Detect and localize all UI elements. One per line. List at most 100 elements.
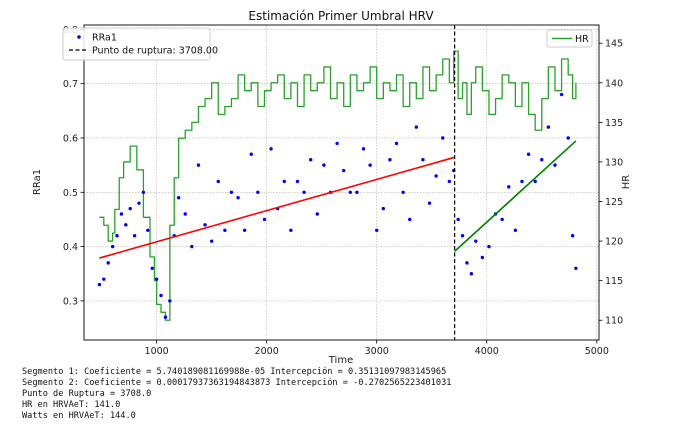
legend-left-box [62,27,211,61]
rra1-point [256,190,260,194]
note-segment-2: Segmento 2: Coeficiente = 0.000179373631… [22,377,452,388]
rra1-point [348,190,353,194]
rra1-point [408,217,412,222]
y2-axis-label: HR [621,175,632,190]
rra1-point [414,125,419,129]
rra1-point [427,201,432,205]
rra1-point [110,244,115,249]
rra1-point [447,179,452,184]
rra1-point [507,185,511,189]
rra1-point [124,223,128,227]
rra1-point [526,152,531,156]
x-tick-label: 2000 [255,346,279,357]
rra1-point [342,168,346,173]
rra1-point [469,272,474,276]
rra1-point [460,234,465,238]
rra1-point [421,157,425,162]
rra1-point [269,147,273,151]
note-breakpoint: Punto de Ruptura = 3708.0 [22,388,152,399]
rra1-point [381,206,386,211]
rra1-point [355,190,359,194]
hrv-threshold-chart: 100020003000400050000.30.40.50.60.70.811… [0,0,690,366]
x-axis-label: Time [328,355,353,366]
rra1-point [375,228,379,232]
rra1-point [335,141,339,146]
rra1-point [566,136,570,140]
tick-layer: 100020003000400050000.30.40.50.60.70.811… [63,25,623,357]
rra1-point [282,179,286,184]
y2-tick-label: 115 [605,276,623,287]
y2-tick-label: 145 [605,39,623,50]
rra1-point [474,239,478,243]
rra1-point [388,157,392,162]
note-watts: Watts en HRVAeT: 144.0 [22,410,136,421]
rra1-point [553,163,557,167]
x-tick-label: 1000 [145,346,169,357]
y-tick-label: 0.4 [63,242,78,253]
rra1-point [308,157,313,162]
y-tick-label: 0.7 [63,79,78,90]
rra1-point [150,266,154,271]
legend-left: RRa1 Punto de ruptura: 3708.00 [62,27,218,61]
segment-1-line [99,156,455,259]
rra1-point [141,190,146,194]
rra1-point [513,228,518,232]
note-hr: HR en HRVAeT: 141.0 [22,399,121,410]
rra1-point [242,228,247,232]
rra1-point [361,147,366,151]
hr-series-layer [99,50,577,321]
legend-breakpoint-label: Punto de ruptura: 3708.00 [92,46,218,57]
y2-tick-label: 110 [605,316,623,327]
rra1-point [168,299,172,303]
rra1-point [500,217,504,222]
rra1-point [434,174,438,178]
rra1-point [456,217,460,222]
y-axis-label: RRa1 [32,169,43,195]
rra1-point [262,217,267,222]
rra1-point [520,179,524,184]
figure-background [0,0,690,366]
rra1-point [137,201,141,205]
rra1-point [183,212,187,216]
segment-2-line [454,140,577,252]
x-tick-label: 5000 [585,346,609,357]
rra1-point [559,92,564,97]
rra1-point [128,206,132,211]
y2-tick-label: 135 [605,118,623,129]
y-tick-label: 0.3 [63,296,78,307]
rra1-point [315,212,319,216]
rra1-point [106,261,110,265]
rra1-point [570,234,575,238]
rra1-point [97,282,102,287]
legend-hr-label: HR [575,34,589,45]
rra1-point [574,266,578,271]
legend-rra1-marker [77,35,81,39]
rra1-point [546,125,551,129]
rra1-point [480,255,485,260]
rra1-point [163,315,168,319]
rra1-point [533,179,537,184]
fit-lines-layer [99,25,577,340]
rra1-point [102,277,106,281]
rra1-point [115,234,119,238]
rra1-point [394,141,399,146]
rra1-point [196,163,201,167]
rra1-point [203,223,207,227]
rra1-point [229,190,234,194]
rra1-point [209,239,214,243]
rra1-point [176,196,181,200]
y-tick-label: 0.5 [63,188,78,199]
rra1-point [487,244,491,249]
rra1-point [159,293,163,298]
rra1-point [119,212,124,216]
y2-tick-label: 125 [605,197,623,208]
rra1-point [441,136,445,140]
rra1-point [368,163,372,167]
rra1-point [216,179,220,184]
rra1-point [322,163,326,167]
rra1-point [249,152,253,156]
regression-notes: Segmento 1: Coeficiente = 5.740189081169… [22,367,451,422]
rra1-point [132,234,137,238]
rra1-point [401,190,405,194]
y2-tick-label: 140 [605,78,623,89]
